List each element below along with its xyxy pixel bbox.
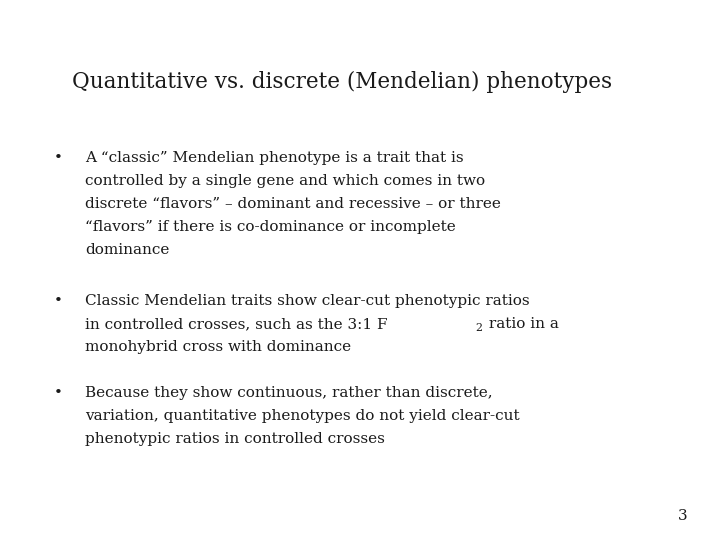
Text: monohybrid cross with dominance: monohybrid cross with dominance — [85, 340, 351, 354]
Text: dominance: dominance — [85, 243, 169, 257]
Text: •: • — [54, 386, 63, 400]
Text: discrete “flavors” – dominant and recessive – or three: discrete “flavors” – dominant and recess… — [85, 197, 501, 211]
Text: variation, quantitative phenotypes do not yield clear-cut: variation, quantitative phenotypes do no… — [85, 409, 520, 423]
Text: Quantitative vs. discrete (Mendelian) phenotypes: Quantitative vs. discrete (Mendelian) ph… — [72, 71, 612, 93]
Text: Classic Mendelian traits show clear-cut phenotypic ratios: Classic Mendelian traits show clear-cut … — [85, 294, 530, 308]
Text: 3: 3 — [678, 509, 688, 523]
Text: in controlled crosses, such as the 3:1 F: in controlled crosses, such as the 3:1 F — [85, 317, 387, 331]
Text: controlled by a single gene and which comes in two: controlled by a single gene and which co… — [85, 174, 485, 188]
Text: phenotypic ratios in controlled crosses: phenotypic ratios in controlled crosses — [85, 432, 384, 446]
Text: “flavors” if there is co-dominance or incomplete: “flavors” if there is co-dominance or in… — [85, 220, 456, 234]
Text: Because they show continuous, rather than discrete,: Because they show continuous, rather tha… — [85, 386, 492, 400]
Text: 2: 2 — [475, 322, 482, 333]
Text: •: • — [54, 294, 63, 308]
Text: A “classic” Mendelian phenotype is a trait that is: A “classic” Mendelian phenotype is a tra… — [85, 151, 464, 165]
Text: •: • — [54, 151, 63, 165]
Text: ratio in a: ratio in a — [485, 317, 559, 331]
